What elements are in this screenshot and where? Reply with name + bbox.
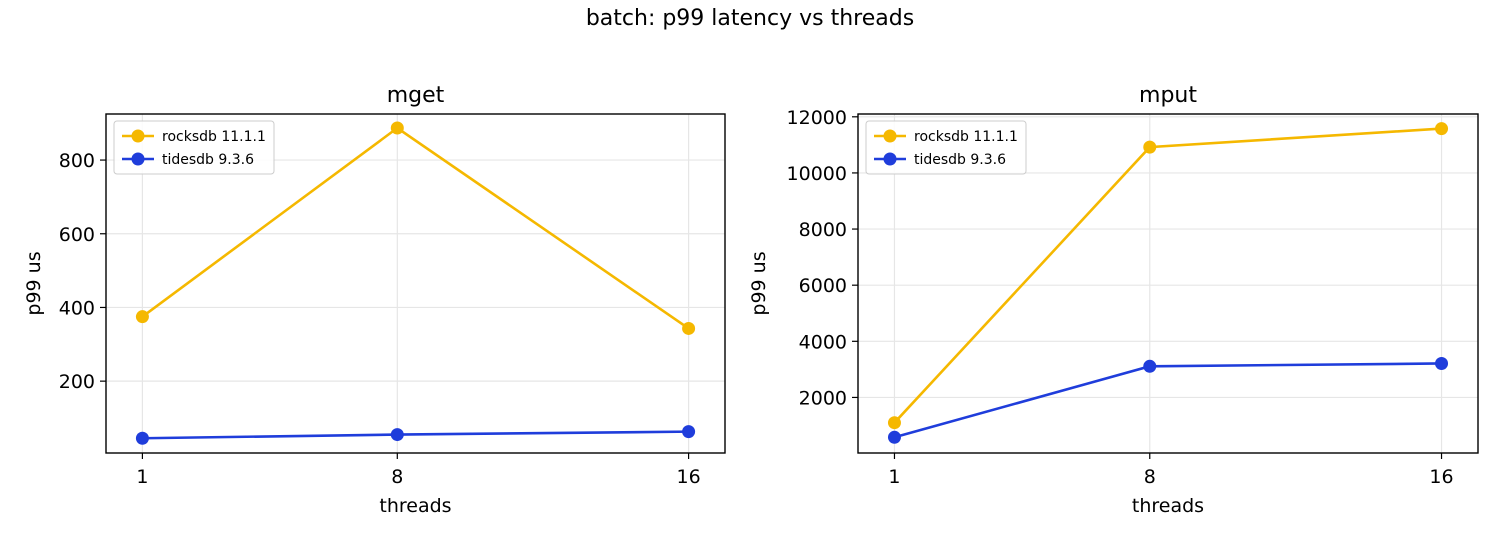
chart-title: mget — [387, 83, 445, 108]
chart-title: mput — [1139, 83, 1197, 108]
data-point-tidesdb — [1143, 359, 1157, 373]
legend-label-rocksdb: rocksdb 11.1.1 — [162, 129, 266, 145]
x-tick-label: 1 — [888, 466, 900, 488]
legend-marker-tidesdb — [131, 152, 145, 166]
legend-label-tidesdb: tidesdb 9.3.6 — [914, 152, 1006, 168]
data-point-rocksdb — [390, 121, 404, 135]
series-line-tidesdb — [142, 430, 689, 440]
data-point-rocksdb — [1143, 140, 1157, 154]
data-point-rocksdb — [887, 416, 901, 430]
chart-panel-mget: mget 200 400 600 800 1 8 16 threads p99 us rocksdb… — [23, 83, 726, 517]
figure-title: batch: p99 latency vs threads — [585, 6, 915, 31]
data-point-tidesdb — [135, 431, 149, 445]
data-point-tidesdb — [1435, 356, 1449, 370]
legend-marker-rocksdb — [131, 129, 145, 143]
legend-box — [113, 120, 275, 175]
x-tick-label: 16 — [676, 466, 700, 488]
y-tick-label: 8000 — [799, 219, 847, 241]
data-point-rocksdb — [135, 310, 149, 324]
x-axis-label: threads — [1132, 495, 1204, 517]
data-point-rocksdb — [1435, 122, 1449, 136]
x-tick-label: 8 — [391, 466, 403, 488]
x-axis-label: threads — [379, 495, 451, 517]
legend-box — [865, 120, 1027, 175]
y-tick-label: 10000 — [787, 163, 847, 185]
legend: rocksdb 11.1.1 tidesdb 9.3.6 — [113, 120, 275, 175]
legend-marker-tidesdb — [883, 152, 897, 166]
data-point-tidesdb — [682, 425, 696, 439]
data-point-tidesdb — [887, 430, 901, 444]
x-tick-label: 1 — [136, 466, 148, 488]
legend-label-tidesdb: tidesdb 9.3.6 — [162, 152, 254, 168]
y-tick-label: 200 — [59, 371, 95, 393]
plot-frame — [857, 113, 1479, 454]
y-tick-label: 400 — [59, 297, 95, 319]
y-tick-label: 2000 — [799, 387, 847, 409]
y-axis-label: p99 us — [748, 251, 770, 315]
data-point-tidesdb — [390, 428, 404, 442]
y-tick-label: 600 — [59, 224, 95, 246]
legend: rocksdb 11.1.1 tidesdb 9.3.6 — [865, 120, 1027, 175]
legend-label-rocksdb: rocksdb 11.1.1 — [914, 129, 1018, 145]
y-tick-label: 12000 — [787, 107, 847, 129]
chart-panel-mput: mput 2000 4000 6000 8000 10000 12000 1 8 16 thread… — [748, 83, 1479, 517]
series-line-tidesdb — [894, 362, 1442, 439]
x-tick-label: 8 — [1144, 466, 1156, 488]
x-tick-label: 16 — [1429, 466, 1453, 488]
y-tick-label: 800 — [59, 150, 95, 172]
y-tick-label: 6000 — [799, 275, 847, 297]
data-point-rocksdb — [682, 321, 696, 335]
y-axis-label: p99 us — [23, 251, 45, 315]
y-tick-label: 4000 — [799, 331, 847, 353]
plot-frame — [105, 113, 726, 454]
legend-marker-rocksdb — [883, 129, 897, 143]
